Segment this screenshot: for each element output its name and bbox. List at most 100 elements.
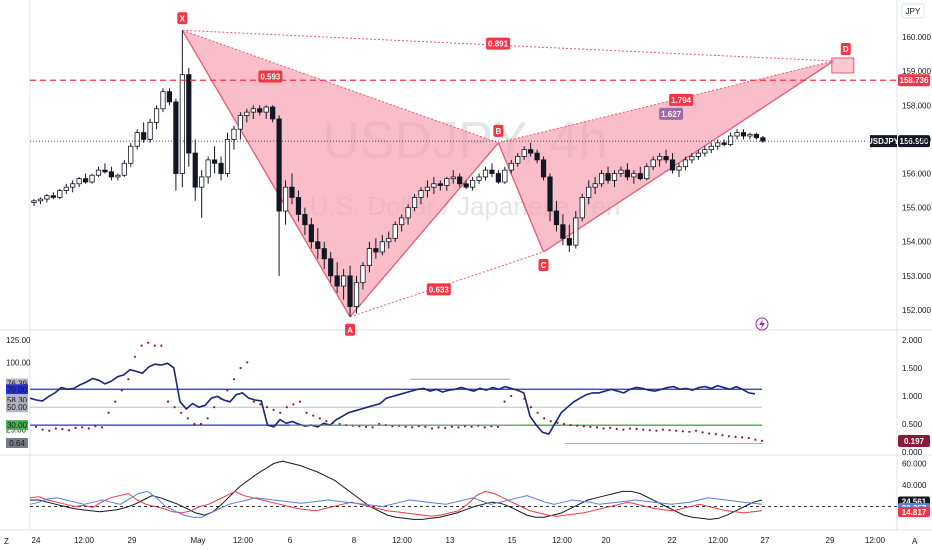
candle xyxy=(70,180,76,193)
candle-body xyxy=(141,132,147,140)
candle xyxy=(721,139,727,147)
candle xyxy=(489,163,495,177)
indicator-dot xyxy=(54,427,57,430)
candle-body xyxy=(721,142,727,145)
candle-body xyxy=(302,214,308,226)
price-tick: 160.000 xyxy=(902,33,931,42)
indicator-dot xyxy=(556,421,559,424)
candle xyxy=(560,214,566,246)
indicator-dot xyxy=(708,432,711,435)
indicator-dot xyxy=(437,426,440,429)
candle-body xyxy=(373,248,379,253)
candle xyxy=(224,132,231,177)
candle-body xyxy=(534,152,540,161)
candle-body xyxy=(669,159,676,171)
osc-line-red xyxy=(29,490,763,517)
indicator-dot xyxy=(483,426,486,429)
candle xyxy=(540,156,547,181)
pattern-point-B: B xyxy=(496,127,502,136)
candle xyxy=(418,187,424,205)
time-tick: 12:00 xyxy=(552,536,573,545)
time-tick: 15 xyxy=(508,536,517,545)
candle xyxy=(147,118,153,143)
candle-body xyxy=(702,149,708,154)
time-tick: May xyxy=(190,536,205,545)
rsi-level-label: 58.30 xyxy=(7,396,28,405)
indicator-dot xyxy=(107,411,110,414)
indicator-dot xyxy=(94,425,97,428)
candle xyxy=(669,153,676,174)
leg-bc xyxy=(497,142,545,253)
candle-body xyxy=(31,200,37,203)
indicator-dot xyxy=(246,361,249,364)
indicator-dot xyxy=(166,400,170,403)
lightning-icon[interactable] xyxy=(755,317,769,331)
indicator-dot xyxy=(516,389,519,392)
candle xyxy=(747,132,753,140)
indicator-dot xyxy=(609,426,612,429)
candle-body xyxy=(108,171,114,178)
candle-body xyxy=(263,106,269,113)
rsi-right-tick: 1.500 xyxy=(902,364,923,373)
candle-body xyxy=(457,176,463,185)
indicator-dot xyxy=(510,394,513,398)
ratio-label: 0.633 xyxy=(429,285,450,294)
candle xyxy=(437,180,443,191)
candle-body xyxy=(663,156,669,161)
auto-scale-marker[interactable]: A xyxy=(912,537,918,546)
candle-body xyxy=(218,162,224,174)
candle-body xyxy=(579,196,585,219)
indicator-dot xyxy=(675,429,678,432)
candle-body xyxy=(295,196,302,215)
leg-ab xyxy=(349,142,499,318)
indicator-dot xyxy=(34,425,38,428)
last-price-badge xyxy=(898,135,930,148)
candle xyxy=(121,159,127,177)
indicator-dot xyxy=(371,426,374,429)
indicator-dot xyxy=(199,422,203,426)
time-tick: 29 xyxy=(826,536,835,545)
candle xyxy=(108,166,114,181)
price-tick: 159.000 xyxy=(902,67,931,76)
indicator-dot xyxy=(569,424,572,427)
pattern-point-X: X xyxy=(180,14,186,23)
indicator-dot xyxy=(239,366,242,370)
candle-body xyxy=(502,169,508,183)
candle-body xyxy=(695,152,701,157)
candle xyxy=(237,112,243,140)
candle-body xyxy=(37,198,44,202)
indicator-dot xyxy=(562,422,566,426)
candle-body xyxy=(186,74,192,154)
candle xyxy=(89,173,95,184)
candle-body xyxy=(489,169,495,174)
candle-body xyxy=(321,248,327,260)
indicator-dot xyxy=(668,429,671,432)
candle xyxy=(624,163,631,181)
candle-body xyxy=(44,195,50,200)
candle-body xyxy=(618,169,624,174)
indicator-dot xyxy=(582,425,585,428)
candle-body xyxy=(102,169,108,173)
candle-body xyxy=(128,145,134,164)
candle-body xyxy=(657,156,663,161)
indicator-dot xyxy=(496,425,500,428)
indicator-dot xyxy=(635,427,638,431)
ratio-label: 0.593 xyxy=(260,73,281,82)
target-price-label: 158.736 xyxy=(900,76,929,85)
candle-body xyxy=(573,217,579,246)
indicator-dot xyxy=(292,403,295,406)
zoom-marker[interactable]: Z xyxy=(4,537,9,546)
last-price-symbol-badge xyxy=(870,135,897,148)
rsi-right-tick: 2.000 xyxy=(902,336,923,345)
candle xyxy=(605,166,611,184)
candle-body xyxy=(121,162,127,176)
rsi-left-tick: 125.00 xyxy=(6,336,31,345)
indicator-dot xyxy=(331,421,335,424)
candle-body xyxy=(399,217,405,226)
indicator-dot xyxy=(615,427,618,431)
indicator-dot xyxy=(140,344,143,347)
candle xyxy=(257,105,263,116)
rsi-right-tick: 0.500 xyxy=(902,420,923,429)
candle-body xyxy=(244,111,250,116)
